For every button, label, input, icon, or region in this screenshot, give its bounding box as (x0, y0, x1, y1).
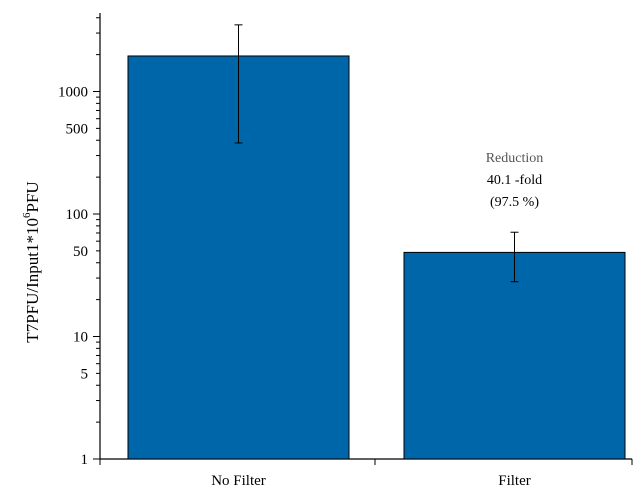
y-axis: 1 5 10 50 100 500 1000 (58, 13, 101, 468)
bars (127, 55, 626, 460)
x-category-label: Filter (498, 473, 531, 489)
y-tick-label: 1 (81, 452, 89, 468)
bar-filter (403, 251, 626, 460)
error-bars (234, 24, 519, 283)
y-axis-title-tail: PFU (23, 181, 42, 212)
annotation-line-reduction: Reduction (486, 151, 544, 166)
reduction-annotation: Reduction 40.1 -fold (97.5 %) (486, 151, 544, 210)
y-axis-title-superscript: 6 (21, 212, 33, 218)
y-tick-label: 1000 (58, 85, 88, 101)
y-tick-label: 500 (66, 121, 89, 137)
y-axis-title-main: T7PFU/Input1*10 (23, 218, 42, 343)
x-axis: No Filter Filter (99, 458, 633, 489)
annotation-line-percent: (97.5 %) (490, 195, 539, 210)
y-axis-title: T7PFU/Input1*106PFU (21, 181, 42, 342)
annotation-line-fold: 40.1 -fold (487, 173, 542, 188)
y-tick-label: 100 (66, 207, 89, 223)
y-tick-label: 10 (73, 330, 88, 346)
error-bar (510, 231, 519, 283)
error-bar (234, 24, 243, 144)
y-tick-label: 5 (81, 366, 89, 382)
y-tick-label: 50 (73, 244, 88, 260)
x-category-label: No Filter (211, 473, 266, 489)
